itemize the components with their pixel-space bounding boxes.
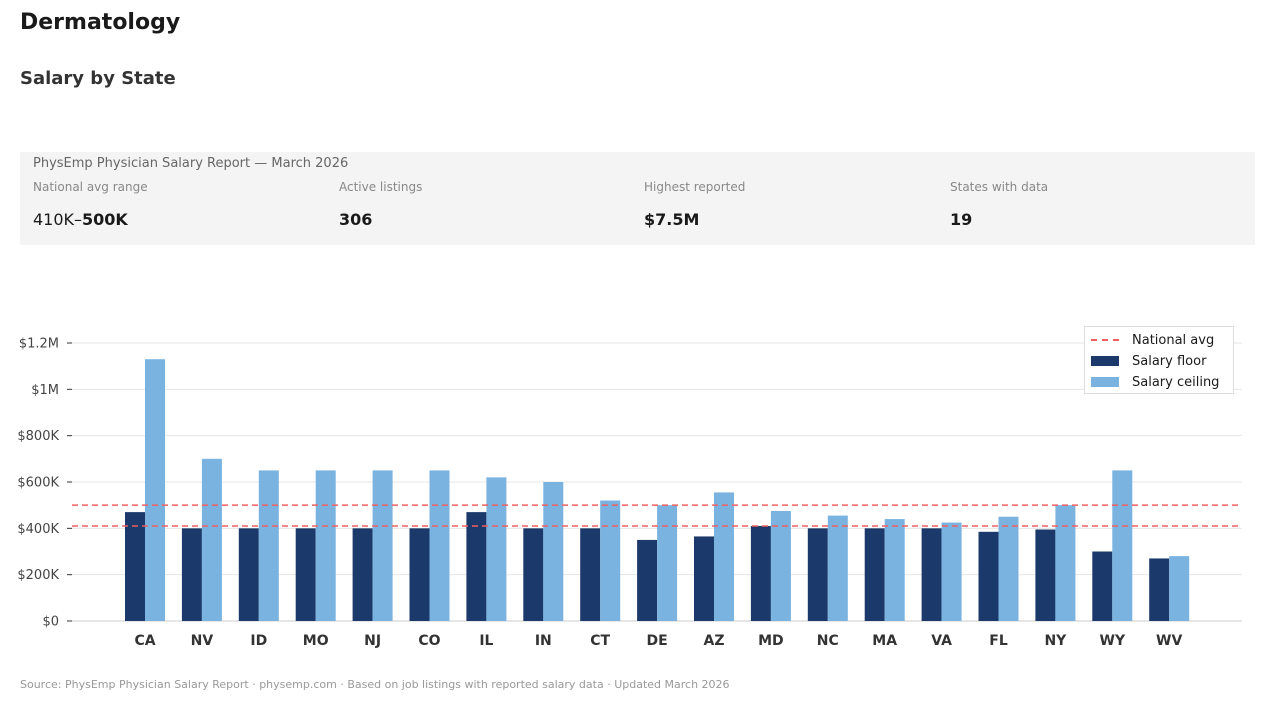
x-tick-label: MO: [303, 633, 329, 649]
legend-label: Salary floor: [1132, 353, 1207, 369]
bar-salary-floor-ct: [580, 528, 601, 621]
bar-salary-ceiling-az: [714, 492, 734, 621]
bar-salary-floor-wy: [1092, 551, 1113, 621]
y-tick-label: $1.2M: [19, 337, 59, 352]
stat-value-prefix: 410K–: [33, 210, 83, 229]
bar-salary-ceiling-ct: [600, 500, 621, 621]
stat-value-main: 19: [950, 210, 973, 229]
bar-salary-ceiling-co: [429, 470, 450, 621]
x-tick-label: WY: [1100, 633, 1126, 649]
stat-value: 410K–500K: [33, 210, 323, 229]
x-tick-label: CT: [590, 633, 610, 649]
bar-salary-floor-il: [466, 512, 487, 621]
y-tick-label: $600K: [17, 476, 59, 491]
stat-highest-reported: Highest reported $7.5M: [644, 180, 934, 229]
bar-salary-ceiling-mo: [315, 470, 336, 621]
x-tick-label: NC: [817, 633, 839, 649]
bar-salary-ceiling-ma: [884, 519, 905, 621]
stat-value-main: 500K: [82, 210, 128, 229]
x-tick-label: NY: [1044, 633, 1067, 649]
floor-color-swatch: [1091, 356, 1119, 366]
bar-salary-ceiling-ca: [145, 359, 165, 621]
bar-salary-ceiling-nj: [372, 470, 393, 621]
bar-salary-ceiling-fl: [998, 516, 1019, 621]
bar-salary-ceiling-de: [657, 505, 678, 621]
x-tick-label: DE: [647, 633, 668, 649]
x-tick-label: IN: [535, 633, 552, 649]
bar-salary-ceiling-md: [770, 510, 791, 621]
stat-states-with-data: States with data 19: [950, 180, 1240, 229]
bar-salary-ceiling-wv: [1169, 556, 1190, 621]
y-tick-label: $200K: [17, 568, 59, 583]
bar-salary-ceiling-id: [258, 470, 279, 621]
y-tick-label: $400K: [17, 522, 59, 537]
stat-value-main: 306: [339, 210, 373, 229]
bar-salary-floor-de: [637, 539, 658, 621]
bar-salary-ceiling-nv: [201, 458, 222, 621]
legend-label: Salary ceiling: [1132, 374, 1220, 390]
x-tick-label: NJ: [364, 633, 381, 649]
bar-salary-floor-nj: [352, 528, 373, 621]
bar-salary-floor-id: [238, 528, 259, 621]
legend-item-national-avg: National avg: [1091, 331, 1214, 349]
x-tick-label: CA: [134, 633, 155, 649]
bar-salary-floor-in: [523, 528, 544, 621]
source-note: Source: PhysEmp Physician Salary Report …: [20, 678, 730, 691]
x-tick-label: CO: [418, 633, 440, 649]
legend-item-salary-ceiling: Salary ceiling: [1091, 373, 1219, 391]
bar-salary-floor-mo: [295, 528, 316, 621]
bar-salary-ceiling-il: [486, 477, 507, 621]
y-tick-label: $800K: [17, 429, 59, 444]
x-tick-label: WV: [1156, 633, 1182, 649]
x-tick-label: FL: [989, 633, 1008, 649]
y-tick-label: $0: [42, 615, 59, 630]
x-tick-label: NV: [191, 633, 214, 649]
bar-salary-floor-wv: [1149, 558, 1170, 621]
bar-salary-floor-ca: [125, 512, 145, 621]
stat-value: 306: [339, 210, 629, 229]
stat-active-listings: Active listings 306: [339, 180, 629, 229]
stat-value: $7.5M: [644, 210, 934, 229]
stat-label: Highest reported: [644, 180, 746, 194]
bar-salary-floor-va: [921, 528, 942, 621]
stat-avg-range: National avg range 410K–500K: [33, 180, 323, 229]
x-tick-label: MD: [758, 633, 784, 649]
stat-label: Active listings: [339, 180, 423, 194]
x-tick-label: IL: [479, 633, 493, 649]
bar-salary-floor-ma: [864, 528, 885, 621]
stat-label: States with data: [950, 180, 1049, 194]
bar-salary-floor-nc: [807, 528, 828, 621]
stat-label: National avg range: [33, 180, 148, 194]
bar-salary-floor-nv: [181, 528, 202, 621]
x-tick-label: AZ: [704, 633, 725, 649]
stat-value-main: $7.5M: [644, 210, 700, 229]
panel-heading: PhysEmp Physician Salary Report — March …: [33, 156, 349, 171]
bar-salary-ceiling-wy: [1112, 470, 1133, 621]
bar-salary-floor-fl: [978, 531, 999, 621]
ceiling-color-swatch: [1091, 377, 1119, 387]
bar-salary-floor-az: [694, 536, 714, 621]
dashed-line-swatch: [1091, 339, 1119, 341]
x-tick-label: MA: [872, 633, 897, 649]
bar-salary-floor-ny: [1035, 529, 1056, 621]
legend-item-salary-floor: Salary floor: [1091, 352, 1206, 370]
chart-legend: National avg Salary floor Salary ceiling: [1084, 326, 1234, 394]
bar-salary-floor-co: [409, 528, 430, 621]
legend-label: National avg: [1132, 332, 1215, 348]
x-tick-label: ID: [250, 633, 267, 649]
page-subtitle: Salary by State: [20, 68, 176, 89]
x-tick-label: VA: [931, 633, 952, 649]
bar-salary-ceiling-ny: [1055, 505, 1076, 621]
bar-salary-ceiling-in: [543, 482, 564, 621]
stat-value: 19: [950, 210, 1240, 229]
y-tick-label: $1M: [31, 383, 59, 398]
page-title: Dermatology: [20, 10, 181, 35]
bar-salary-ceiling-nc: [827, 515, 848, 621]
summary-panel: PhysEmp Physician Salary Report — March …: [20, 152, 1255, 245]
bar-salary-ceiling-va: [941, 522, 962, 621]
bar-salary-floor-md: [750, 526, 771, 621]
salary-bar-chart: $0 $200K $400K $600K $800K $1M $1.2M CA NV ID MO NJ…: [17, 337, 1242, 649]
